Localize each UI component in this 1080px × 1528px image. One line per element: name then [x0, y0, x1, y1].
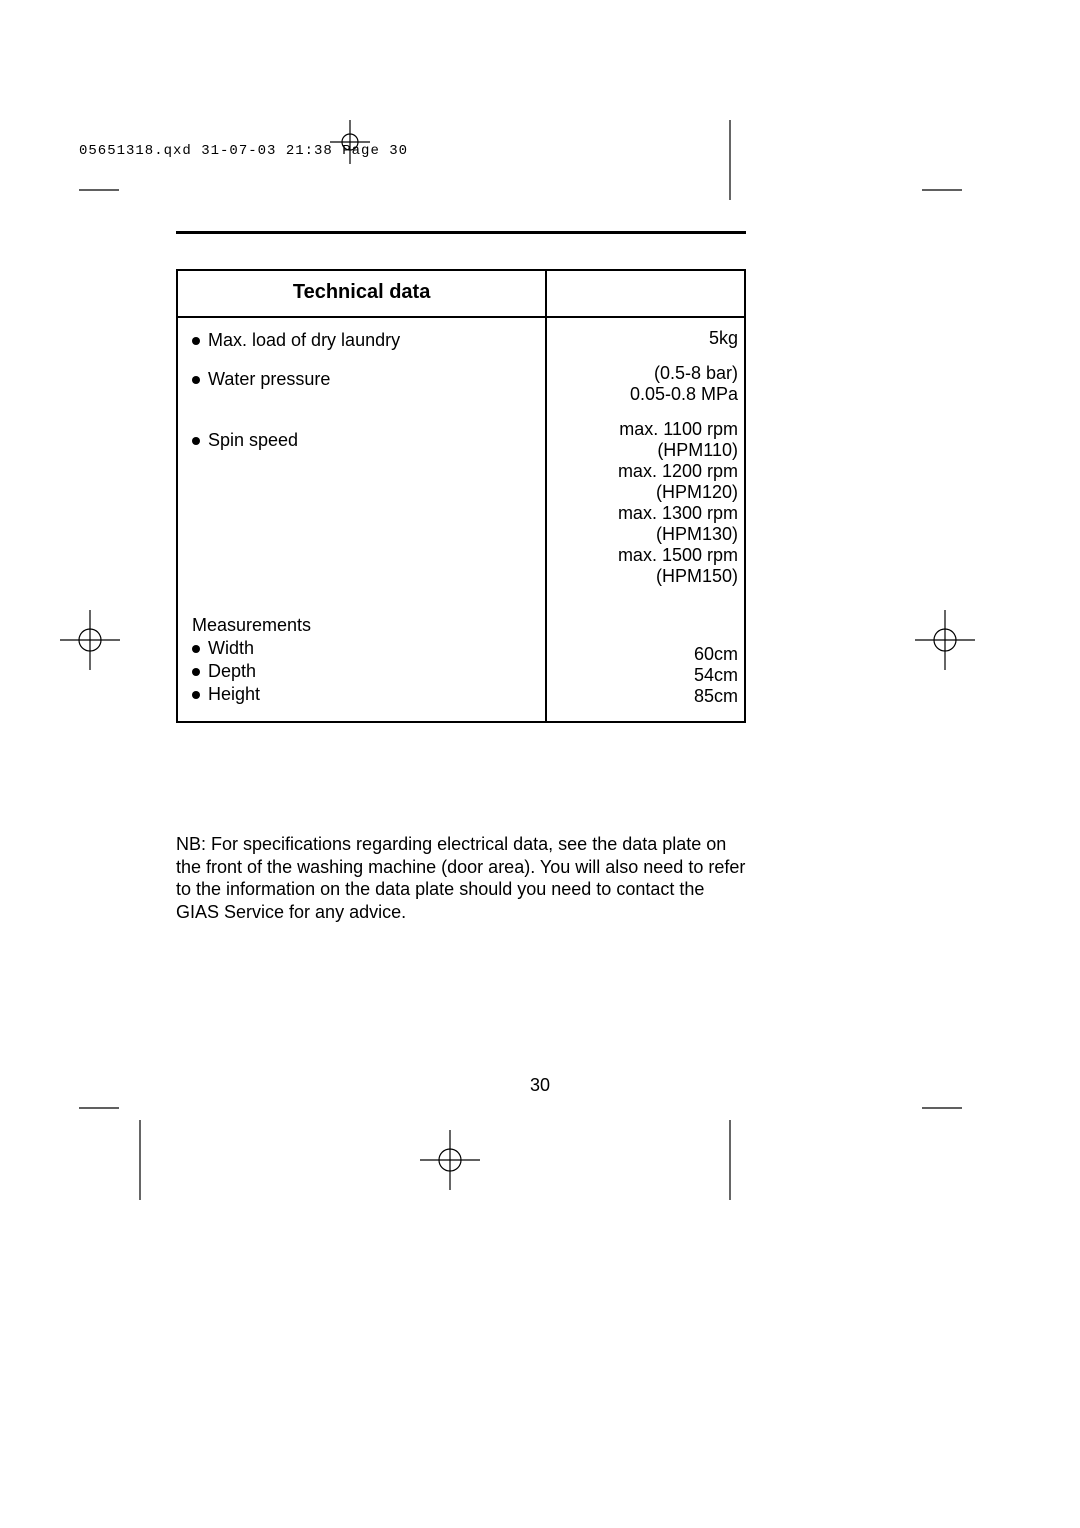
crop-mark-icon [922, 188, 962, 192]
bullet-icon [192, 668, 200, 676]
spec-value: 60cm [551, 644, 738, 665]
table-cell-labels: Max. load of dry laundry Water pressure … [177, 317, 546, 722]
spec-value: (0.5-8 bar) [551, 363, 738, 384]
technical-data-table: Technical data Max. load of dry laundry … [176, 269, 746, 723]
spec-value: (HPM120) [551, 482, 738, 503]
registration-mark-icon [915, 610, 975, 670]
crop-mark-icon [720, 1120, 740, 1200]
bullet-icon [192, 645, 200, 653]
registration-mark-icon [420, 1130, 480, 1190]
spec-value: 5kg [551, 328, 738, 349]
horizontal-rule [176, 231, 746, 234]
spec-value: max. 1100 rpm [551, 419, 738, 440]
crop-mark-icon [720, 120, 740, 200]
table-title: Technical data [177, 270, 546, 317]
crop-mark-icon [130, 1120, 150, 1200]
spec-label: Width [208, 638, 254, 659]
spec-value: 0.05-0.8 MPa [551, 384, 738, 405]
crop-mark-icon [79, 1106, 119, 1110]
spec-value: 54cm [551, 665, 738, 686]
spec-value: (HPM150) [551, 566, 738, 587]
bullet-icon [192, 337, 200, 345]
spec-value: 85cm [551, 686, 738, 707]
bullet-icon [192, 376, 200, 384]
page-number: 30 [0, 1075, 1080, 1096]
crop-mark-icon [330, 120, 370, 164]
spec-label: Max. load of dry laundry [208, 330, 400, 351]
spec-subheading: Measurements [192, 615, 531, 636]
spec-label: Water pressure [208, 369, 330, 390]
bullet-icon [192, 691, 200, 699]
spec-value: (HPM110) [551, 440, 738, 461]
spec-value: max. 1200 rpm [551, 461, 738, 482]
table-header-blank [546, 270, 745, 317]
crop-mark-icon [79, 188, 119, 192]
footnote-text: NB: For specifications regarding electri… [176, 833, 746, 923]
spec-label: Spin speed [208, 430, 298, 451]
bullet-icon [192, 437, 200, 445]
spec-label: Depth [208, 661, 256, 682]
registration-mark-icon [60, 610, 120, 670]
spec-value: max. 1500 rpm [551, 545, 738, 566]
spec-value: (HPM130) [551, 524, 738, 545]
page-content: Technical data Max. load of dry laundry … [176, 231, 746, 923]
crop-mark-icon [922, 1106, 962, 1110]
table-cell-values: 5kg (0.5-8 bar) 0.05-0.8 MPa max. 1100 r… [546, 317, 745, 722]
spec-value: max. 1300 rpm [551, 503, 738, 524]
spec-label: Height [208, 684, 260, 705]
